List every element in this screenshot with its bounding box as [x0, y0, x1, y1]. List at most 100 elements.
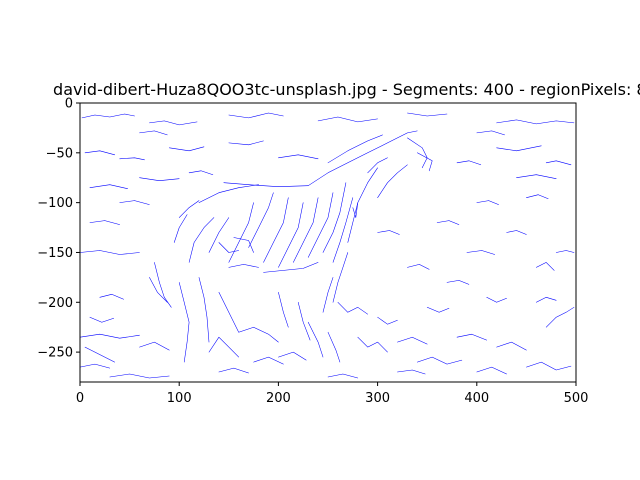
y-tick-label-0: 0: [65, 97, 73, 112]
x-axis: 0 100 200 300 400 500: [76, 382, 589, 406]
x-tick-label-0: 0: [76, 391, 84, 406]
segment-line-85: [426, 307, 450, 313]
segment-line-70: [456, 333, 487, 341]
segment-line-59: [79, 363, 111, 369]
segment-line-66: [357, 336, 388, 353]
y-tick-label-5: −250: [37, 346, 73, 361]
segment-line-55: [119, 200, 150, 205]
plot-area: [79, 112, 575, 379]
segment-line-39: [233, 237, 254, 253]
segment-line-31: [278, 202, 304, 268]
segment-line-13: [89, 184, 128, 189]
segment-line-87: [327, 373, 359, 379]
segment-line-33: [307, 192, 334, 258]
y-tick-label-3: −150: [37, 246, 73, 261]
segment-line-29: [248, 192, 274, 248]
segment-line-80: [436, 220, 460, 225]
segment-line-27: [208, 217, 230, 253]
segment-line-7: [119, 157, 145, 161]
segment-line-86: [397, 369, 426, 375]
segment-line-0: [81, 113, 135, 119]
segment-line-47: [149, 277, 168, 303]
segment-line-12: [545, 160, 572, 166]
segment-line-76: [555, 250, 575, 253]
segment-line-4: [407, 112, 448, 117]
segment-line-96: [89, 316, 114, 323]
segment-line-56: [79, 333, 140, 339]
segment-line-15: [516, 174, 557, 179]
segment-line-9: [228, 140, 264, 146]
chart-title: david-dibert-Huza8QOO3tc-unsplash.jpg - …: [53, 80, 640, 99]
y-tick-label-4: −200: [37, 296, 73, 311]
segment-line-71: [476, 366, 507, 375]
segment-line-89: [476, 200, 499, 205]
segment-line-17: [307, 130, 418, 186]
segment-line-73: [526, 361, 572, 371]
segment-line-92: [476, 130, 505, 136]
segment-line-67: [377, 316, 398, 325]
segment-line-83: [446, 280, 470, 285]
segment-line-20: [417, 152, 433, 172]
segment-line-61: [208, 336, 239, 358]
segment-line-11: [496, 145, 542, 152]
x-tick-label-5: 500: [564, 391, 589, 406]
segment-line-16: [223, 182, 309, 187]
y-tick-label-1: −50: [46, 146, 73, 161]
segment-line-75: [536, 297, 557, 303]
x-tick-label-2: 200: [266, 391, 291, 406]
segment-line-26: [188, 217, 215, 263]
segment-line-52: [327, 331, 341, 363]
segment-line-8: [169, 146, 205, 152]
segment-line-60: [139, 341, 170, 351]
segment-line-82: [407, 264, 430, 270]
segment-line-23: [198, 184, 259, 203]
segment-line-95: [99, 294, 124, 300]
segment-line-42: [332, 252, 349, 303]
segment-line-51: [307, 321, 324, 358]
segment-line-28: [228, 202, 254, 263]
segment-line-18: [327, 134, 383, 164]
segment-line-63: [253, 356, 284, 365]
segment-line-74: [545, 307, 575, 328]
segment-line-38: [218, 242, 239, 253]
segment-line-91: [456, 160, 482, 166]
segment-line-57: [84, 346, 115, 363]
segment-line-65: [337, 302, 368, 315]
segment-line-34: [322, 182, 347, 253]
segment-line-22: [367, 157, 388, 174]
segment-line-68: [397, 336, 428, 345]
segment-line-58: [109, 373, 170, 379]
y-axis: 0 −50 −100 −150 −200 −250: [37, 97, 80, 361]
segment-line-90: [526, 194, 549, 199]
segment-line-25: [173, 214, 188, 243]
segment-line-6: [84, 150, 115, 156]
segment-line-21: [377, 164, 408, 198]
x-tick-label-4: 400: [464, 391, 489, 406]
segment-line-54: [89, 220, 120, 225]
segment-line-81: [377, 230, 400, 235]
segment-line-84: [486, 297, 507, 303]
segment-line-48: [218, 292, 239, 333]
segment-line-37: [228, 264, 259, 268]
segment-line-41: [347, 167, 378, 243]
segment-line-35: [332, 197, 354, 263]
segment-line-36: [263, 262, 319, 273]
segment-line-2: [228, 112, 284, 119]
plot-frame: [79, 102, 577, 383]
segment-line-45: [198, 277, 210, 343]
segment-line-44: [178, 282, 190, 363]
segment-line-72: [496, 341, 527, 351]
segment-line-79: [466, 250, 495, 255]
segment-line-78: [506, 230, 527, 235]
y-tick-label-2: −100: [37, 196, 73, 211]
segment-line-93: [139, 130, 168, 136]
segment-line-53: [79, 250, 140, 255]
segment-line-3: [317, 116, 378, 123]
segment-line-32: [293, 197, 319, 263]
segment-line-77: [536, 262, 555, 271]
segment-line-10: [278, 154, 319, 160]
segment-line-43: [322, 277, 334, 313]
segment-line-14: [139, 177, 180, 181]
segment-line-19: [407, 137, 428, 169]
